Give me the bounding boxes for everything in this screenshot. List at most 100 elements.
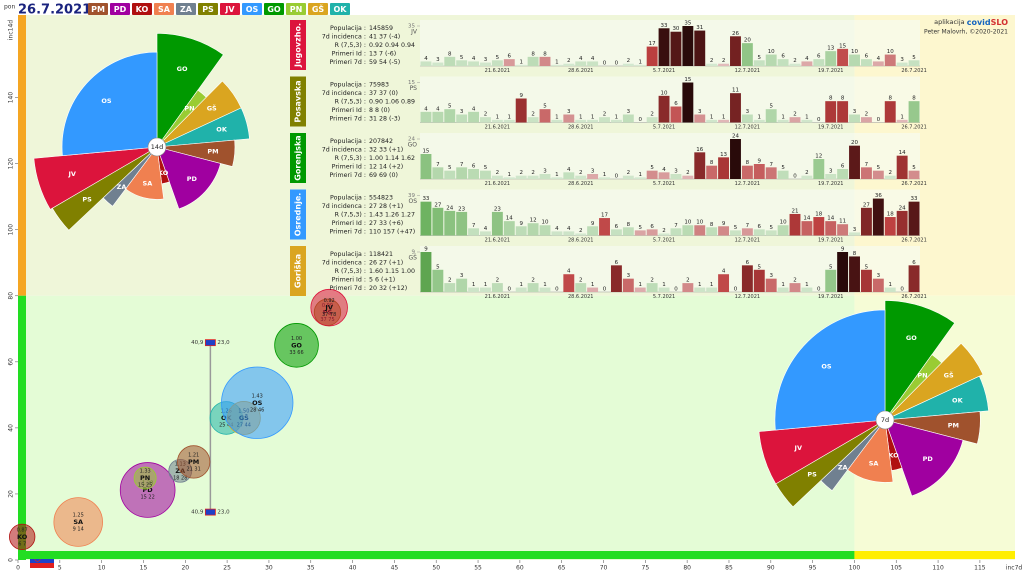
bar (515, 175, 527, 179)
stat-value: 26 27 (+1) (369, 260, 403, 267)
bubble-pair: 28 46 (250, 407, 264, 413)
bar (575, 175, 587, 179)
stat-label: Primeri Id : (332, 164, 366, 171)
bar-value: 2 (579, 170, 583, 176)
bar-area (420, 76, 920, 123)
bar (753, 60, 765, 66)
legend-label: JV (224, 5, 235, 14)
x-tick-label: 55 (474, 565, 482, 572)
bar (599, 117, 610, 123)
bar-value: 5 (436, 264, 440, 270)
stat-value: 27 33 (+6) (369, 220, 403, 227)
bar (789, 283, 801, 292)
bubble-name: JV (324, 304, 332, 312)
bubble-name: PN (140, 474, 150, 482)
y-tick-label: 24 (408, 137, 415, 143)
bubble-name: KO (17, 533, 28, 541)
bar-value: 7 (865, 162, 869, 168)
stat-label: Primeri Id : (332, 277, 366, 284)
bubble-pair: 15 25 (138, 483, 152, 489)
zone (18, 295, 855, 560)
bar-value: 1 (805, 282, 809, 288)
region-tag (290, 189, 306, 240)
bar (849, 54, 860, 66)
bar-value: 1 (722, 114, 726, 120)
bar-value: 1 (555, 172, 559, 178)
x-tick-label: 45 (391, 565, 399, 572)
bar-value: 1 (519, 59, 523, 65)
bar-value: 10 (780, 220, 787, 226)
bar-value: 8 (841, 96, 845, 102)
legend-label: PS (202, 5, 214, 14)
bar (706, 165, 718, 179)
x-tick-label: 70 (600, 565, 608, 572)
bar-value: 6 (781, 54, 785, 60)
bar-value: 10 (542, 220, 549, 226)
x-tick-label: 60 (516, 565, 524, 572)
bar (860, 269, 872, 292)
bar-value: 2 (865, 112, 869, 118)
bar (896, 62, 908, 66)
x-tick-label: 5.7.2021 (653, 294, 675, 300)
bubble (274, 323, 319, 368)
bar (503, 59, 515, 66)
bar-value: 2 (627, 58, 631, 64)
bar-value: 21 (792, 208, 799, 214)
bar (634, 287, 646, 292)
bar-value: 4 (567, 167, 571, 173)
bar-value: 24 (446, 205, 453, 211)
bar-value: 8 (912, 96, 916, 102)
bar (432, 111, 444, 123)
bar-value: 10 (684, 220, 691, 226)
stat-value: 75983 (369, 82, 389, 89)
bar-value: 4 (555, 226, 559, 232)
bar-value: 16 (696, 147, 703, 153)
bar (753, 164, 765, 179)
bar-value: 6 (508, 54, 512, 60)
bar (444, 210, 456, 236)
x-tick-label: 5.7.2021 (653, 125, 675, 131)
x-tick-label: 26.7.2021 (901, 181, 926, 187)
legend-swatch (308, 3, 328, 15)
bar (884, 54, 896, 66)
bar (527, 117, 539, 123)
bubble-ratio: 1.25 (73, 513, 84, 519)
bar (753, 229, 765, 236)
bar-value: 1 (662, 282, 666, 288)
polar-sector (61, 51, 158, 157)
bar (622, 114, 634, 123)
sector-label: ZA (117, 183, 127, 191)
bar (599, 177, 610, 179)
bar (503, 177, 515, 179)
bubble-name: OS (252, 399, 263, 407)
bar-value: 2 (662, 228, 666, 234)
bar-value: 1 (638, 282, 642, 288)
bar (706, 287, 718, 292)
bar (491, 60, 503, 66)
polar-sector (884, 411, 981, 445)
y-tick-label: 0 (8, 558, 15, 562)
bar-value: 1 (519, 282, 523, 288)
bar-value: 5 (769, 225, 773, 231)
bar (908, 201, 920, 236)
sector-label: OK (952, 397, 964, 405)
bar-value: 3 (769, 273, 773, 279)
bar-value: 31 (696, 25, 703, 31)
bar (658, 172, 670, 179)
polar-center (147, 137, 167, 157)
polar-sector (774, 309, 886, 431)
x-tick-label: 21.6.2021 (485, 181, 510, 187)
bar (491, 119, 503, 123)
bar-value: 6 (912, 260, 916, 266)
bar (468, 287, 480, 292)
bar (670, 174, 682, 179)
bar (765, 109, 777, 123)
bar-value: 15 (684, 77, 691, 83)
stat-value: 1.60 1.15 1.00 (369, 268, 415, 275)
bar (730, 36, 741, 66)
bar (777, 170, 789, 179)
bar (456, 167, 468, 179)
bar-value: 8 (853, 251, 857, 257)
bar-value: 1 (555, 59, 559, 65)
